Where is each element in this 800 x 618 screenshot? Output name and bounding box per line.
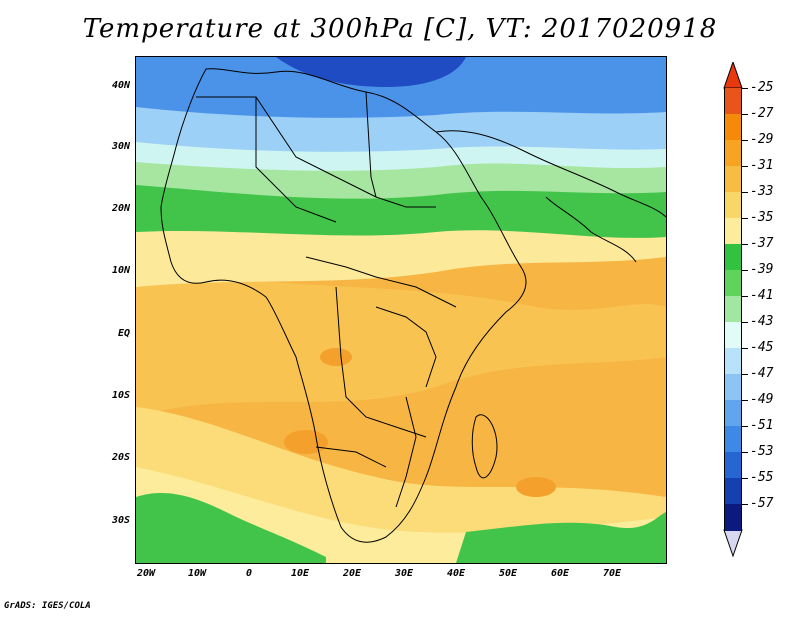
temperature-fill-north-dark-blue [276, 57, 466, 87]
color-bar-cell [724, 400, 742, 427]
lon-label: 10E [290, 568, 310, 579]
color-bar-cell [724, 270, 742, 297]
color-bar-label: -41 [750, 288, 774, 303]
lat-label: 30N [111, 141, 130, 152]
color-bar-bottom-triangle [723, 529, 743, 558]
color-bar-cell [724, 218, 742, 245]
india-coastline [545, 196, 637, 263]
temperature-fill-south-green-east [456, 512, 666, 563]
color-bar-tick [742, 426, 748, 427]
temperature-fill-south-green-west [136, 492, 326, 563]
color-bar-cell [724, 452, 742, 479]
color-bar-top-triangle [723, 62, 743, 89]
lat-label: 10S [111, 390, 130, 401]
lat-label: 20N [111, 203, 130, 214]
chart-title: Temperature at 300hPa [C], VT: 201702091… [82, 14, 718, 44]
lon-label: 50E [498, 568, 518, 579]
map-plot-area [135, 56, 667, 564]
color-bar-tick [742, 400, 748, 401]
border [315, 446, 387, 468]
color-bar-cell [724, 478, 742, 505]
lat-label: 40N [111, 80, 130, 91]
temperature-fill-light-orange [136, 257, 666, 417]
madagascar-coastline [471, 414, 498, 479]
color-bar-cell [724, 374, 742, 401]
color-bar-label: -43 [750, 314, 774, 329]
temperature-fill-warm-spot [516, 477, 556, 497]
temperature-fill-warm-spot [320, 348, 352, 366]
lon-label: 20W [136, 568, 156, 579]
color-bar-label: -53 [750, 444, 774, 459]
color-bar-tick [742, 166, 748, 167]
lon-label: 60E [550, 568, 570, 579]
coastlines-and-borders [160, 68, 666, 543]
color-bar-label: -35 [750, 210, 774, 225]
color-bar-label: -29 [750, 132, 774, 147]
color-bar-tick [742, 88, 748, 89]
color-bar-legend: -25 -27 -29 -31 -33 -35 -37 -39 -41 -43 -45 -47 -49 -… [716, 62, 800, 562]
color-bar-label: -45 [750, 340, 774, 355]
lat-label: 30S [111, 515, 130, 526]
temperature-field [136, 57, 666, 563]
color-bar-label: -27 [750, 106, 774, 121]
color-bar-tick [742, 244, 748, 245]
temperature-fill-warm-spot [284, 430, 328, 454]
color-bar-tick [742, 114, 748, 115]
color-bar-cell [724, 140, 742, 167]
color-bar-label: -31 [750, 158, 774, 173]
color-bar-label: -33 [750, 184, 774, 199]
border [395, 396, 417, 508]
color-bar-tick [742, 478, 748, 479]
color-bar-cell [724, 504, 742, 531]
color-bar-label: -39 [750, 262, 774, 277]
color-bar-cell [724, 114, 742, 141]
color-bar-tick [742, 452, 748, 453]
color-bar-cell [724, 322, 742, 349]
lon-label: 10W [187, 568, 207, 579]
lon-label: 30E [394, 568, 414, 579]
color-bar-label: -25 [750, 80, 774, 95]
color-bar-label: -55 [750, 470, 774, 485]
border [335, 286, 427, 438]
border [365, 91, 377, 198]
color-bar-tick [742, 374, 748, 375]
lat-label: 20S [111, 452, 130, 463]
color-bar-tick [742, 296, 748, 297]
footer-credit: GrADS: IGES/COLA [4, 601, 91, 611]
color-bar-cell [724, 296, 742, 323]
color-bar-cell [724, 192, 742, 219]
border [375, 306, 437, 388]
color-bar-tick [742, 322, 748, 323]
color-bar-tick [742, 192, 748, 193]
color-bar-label: -49 [750, 392, 774, 407]
color-bar-tick [742, 140, 748, 141]
color-bar-tick [742, 504, 748, 505]
color-bar-cell [724, 166, 742, 193]
border [305, 256, 457, 308]
lon-label: 20E [342, 568, 362, 579]
arabia-coastline [435, 130, 666, 218]
color-bar-label: -47 [750, 366, 774, 381]
color-bar-cell [724, 244, 742, 271]
lon-label: 0 [245, 568, 253, 579]
color-bar-tick [742, 270, 748, 271]
color-bar-label: -57 [750, 496, 774, 511]
lon-label: 40E [446, 568, 466, 579]
color-bar-tick [742, 348, 748, 349]
color-bar-cell [724, 88, 742, 115]
color-bar-cell [724, 348, 742, 375]
color-bar-cell [724, 426, 742, 453]
color-bar-tick [742, 218, 748, 219]
color-bar-label: -51 [750, 418, 774, 433]
lat-label: EQ [117, 328, 130, 339]
color-bar-label: -37 [750, 236, 774, 251]
lat-label: 10N [111, 265, 130, 276]
africa-coastline [160, 68, 527, 543]
lon-label: 70E [602, 568, 622, 579]
border [255, 97, 337, 223]
temperature-fill-north-blue [136, 57, 666, 118]
